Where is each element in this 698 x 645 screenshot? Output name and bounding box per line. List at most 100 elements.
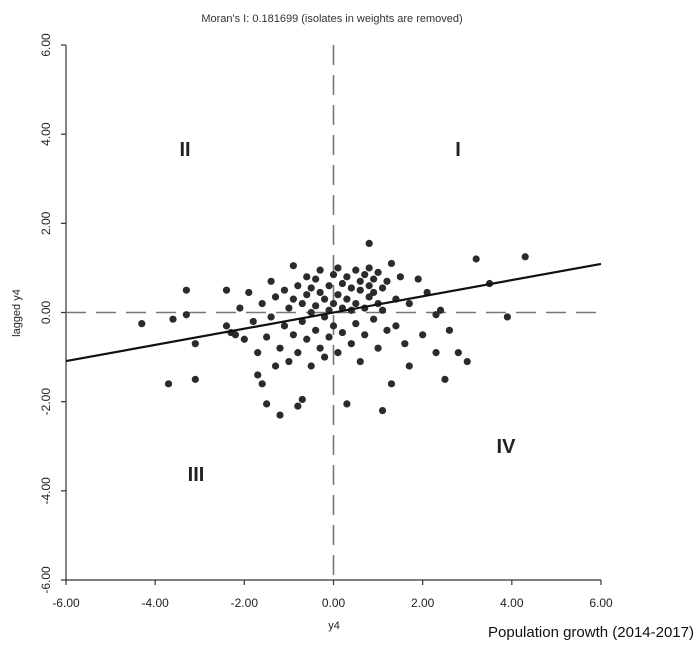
data-point	[267, 277, 275, 285]
data-point	[441, 375, 449, 383]
data-point	[312, 302, 320, 310]
data-point	[401, 340, 409, 348]
data-point	[378, 284, 387, 292]
data-point	[289, 331, 297, 339]
data-point	[249, 317, 257, 326]
data-point	[436, 306, 445, 314]
plot-area: -6.00 -4.00 -2.00 0.00 2.00 4.00 6.00 -6.00 -4.…	[39, 33, 613, 610]
data-point	[307, 284, 315, 292]
data-point	[294, 402, 302, 410]
y-axis-ticks: -6.00 -4.00 -2.00 0.00 2.00 4.00 6.00	[39, 33, 66, 594]
data-point	[405, 362, 413, 370]
data-point	[294, 282, 302, 290]
quadrant-label-ii: II	[179, 139, 190, 161]
data-point	[320, 295, 329, 303]
data-point	[263, 400, 271, 408]
data-point	[338, 328, 347, 337]
data-point	[329, 299, 338, 308]
data-point	[138, 320, 146, 328]
data-point	[365, 282, 373, 290]
data-point	[521, 253, 529, 261]
data-point	[365, 264, 373, 272]
data-point	[414, 275, 422, 283]
data-point	[445, 326, 454, 334]
data-point	[325, 333, 333, 341]
data-point	[356, 277, 364, 285]
data-point	[503, 313, 511, 321]
data-point	[334, 291, 342, 299]
x-axis-ticks: -6.00 -4.00 -2.00 0.00 2.00 4.00 6.00	[52, 580, 613, 610]
data-point	[236, 304, 244, 312]
data-point	[316, 344, 324, 352]
data-point	[387, 380, 396, 388]
x-tick-label: 4.00	[500, 596, 524, 610]
data-point	[267, 313, 275, 321]
data-point	[289, 295, 297, 303]
x-tick-label: -6.00	[52, 596, 80, 610]
data-point	[240, 335, 248, 343]
quadrant-label-i: I	[455, 139, 461, 161]
data-point	[298, 395, 306, 404]
data-point	[182, 286, 190, 294]
data-point	[320, 353, 329, 361]
y-tick-label: -6.00	[39, 566, 53, 594]
data-point	[343, 295, 351, 303]
data-point	[294, 349, 302, 357]
data-point	[352, 266, 360, 274]
data-point	[374, 268, 382, 276]
data-point	[191, 340, 199, 348]
data-point	[392, 322, 400, 330]
data-point	[352, 299, 360, 308]
data-point	[361, 331, 369, 339]
data-point	[303, 335, 311, 343]
data-point	[370, 315, 378, 323]
data-point	[374, 344, 382, 352]
data-point	[329, 271, 338, 279]
data-point	[245, 288, 253, 297]
data-point	[164, 380, 173, 388]
y-tick-label: 6.00	[39, 33, 53, 57]
data-point	[263, 333, 271, 341]
data-point	[347, 284, 355, 292]
y-tick-label: 4.00	[39, 122, 53, 146]
regression-line	[65, 262, 602, 363]
chart-caption: Population growth (2014-2017)	[488, 624, 694, 641]
data-point	[334, 264, 342, 272]
data-point	[383, 277, 391, 285]
data-point	[325, 282, 333, 290]
data-point	[280, 322, 289, 330]
x-tick-label: -4.00	[141, 596, 169, 610]
data-point	[307, 308, 315, 317]
data-point	[378, 306, 387, 314]
data-point	[370, 275, 378, 283]
data-point	[312, 275, 320, 283]
data-point	[405, 299, 413, 308]
chart-title: Moran's I: 0.181699 (isolates in weights…	[201, 13, 462, 25]
data-point	[347, 340, 355, 348]
quadrant-label-iv: IV	[497, 436, 517, 458]
data-point	[258, 299, 266, 308]
data-point	[276, 344, 284, 352]
data-point	[361, 271, 369, 279]
data-point	[182, 311, 190, 319]
data-point	[365, 293, 373, 301]
data-point	[472, 255, 480, 263]
y-tick-label: 0.00	[39, 300, 53, 324]
data-point	[254, 371, 262, 379]
data-point	[454, 349, 462, 357]
data-point	[280, 286, 289, 294]
data-point	[365, 239, 373, 247]
data-point	[271, 362, 280, 370]
data-point	[329, 322, 338, 330]
quadrant-label-iii: III	[188, 464, 205, 486]
data-point	[316, 288, 324, 297]
x-tick-label: 6.00	[589, 596, 613, 610]
data-point	[254, 349, 262, 357]
data-point	[222, 322, 231, 330]
y-axis-label: lagged y4	[11, 289, 23, 337]
data-point	[285, 304, 293, 312]
data-point	[387, 259, 396, 268]
x-tick-label: 0.00	[322, 596, 346, 610]
data-point	[334, 349, 342, 357]
